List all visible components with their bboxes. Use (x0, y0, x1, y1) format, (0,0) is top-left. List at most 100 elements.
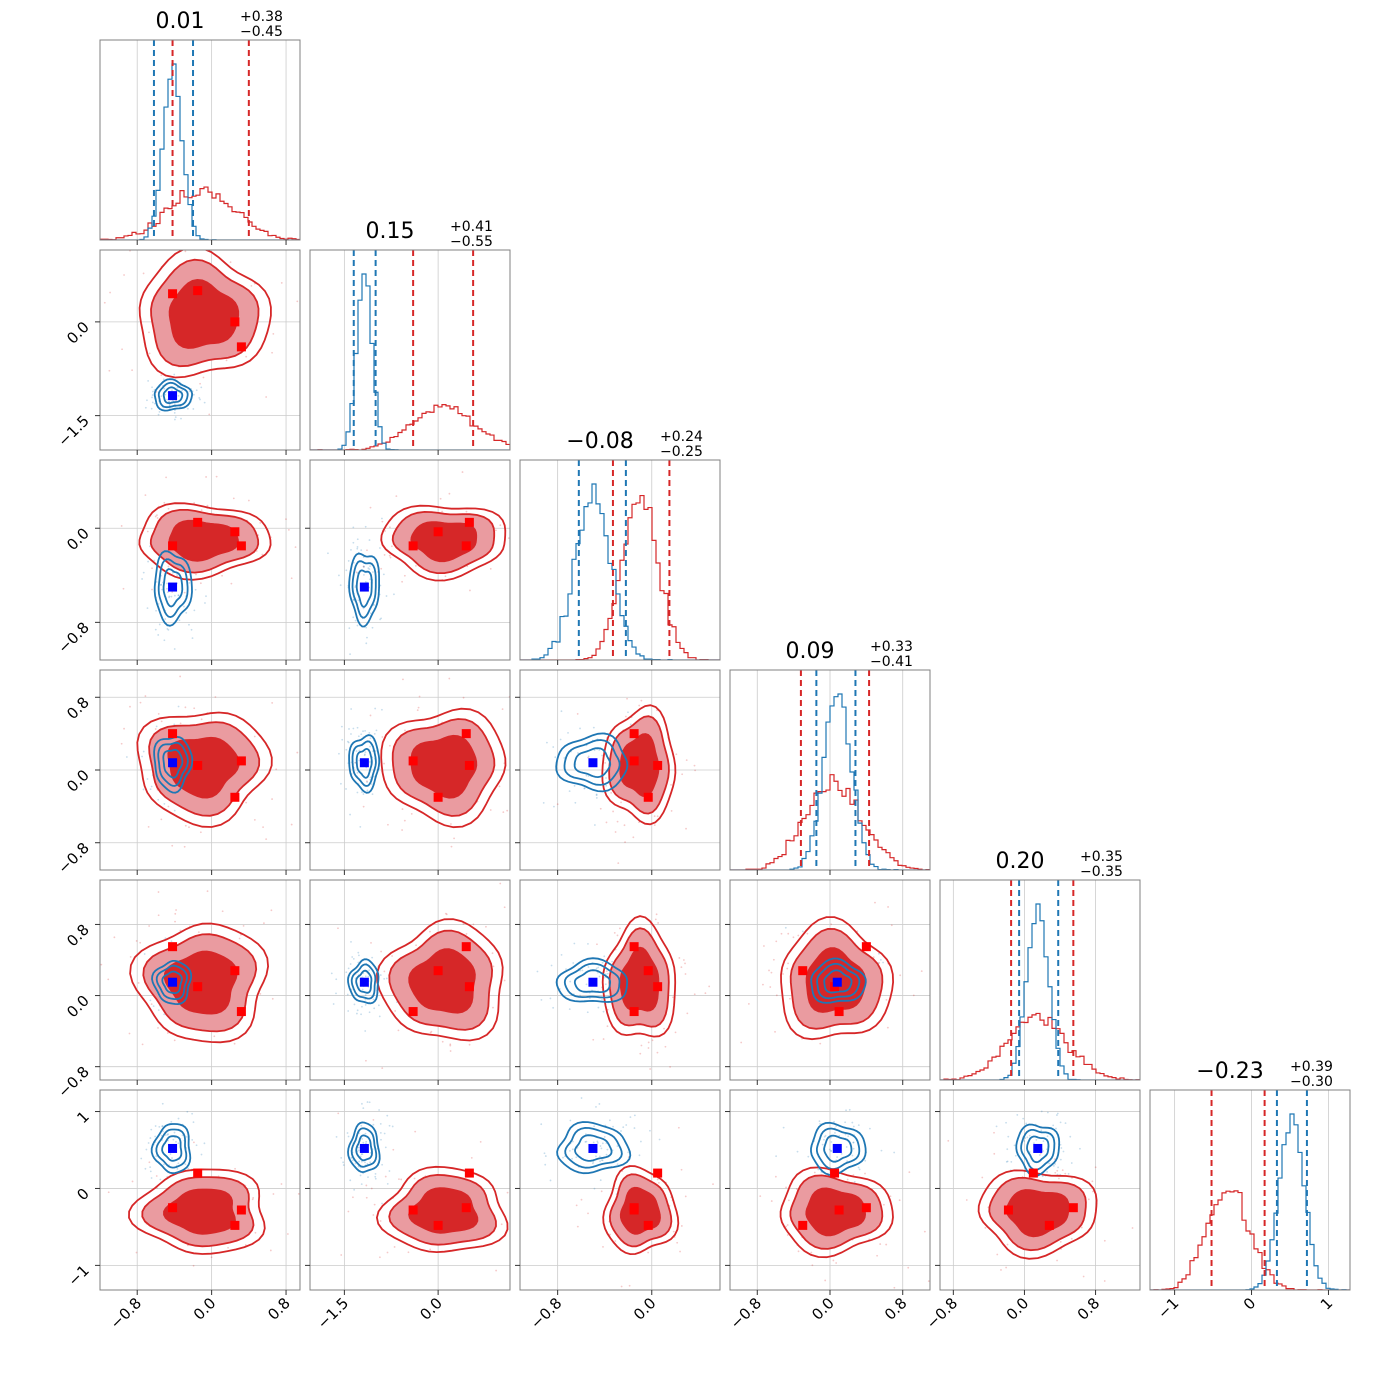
sample-point-red (832, 1259, 835, 1262)
sample-point-red (1064, 1172, 1067, 1175)
x-tick-label: 0.0 (190, 1294, 220, 1324)
sample-point-red (656, 1178, 659, 1181)
sample-point-blue (177, 1117, 180, 1120)
sample-point-blue (145, 1148, 148, 1151)
sample-point-red (450, 823, 452, 825)
sample-point-red (417, 706, 420, 709)
sample-point-red (681, 773, 684, 776)
sample-point-red (604, 762, 607, 764)
sample-point-red (575, 1204, 578, 1207)
sample-point-blue (382, 573, 385, 576)
sample-point-blue (335, 992, 337, 995)
sample-point-blue (200, 1153, 203, 1156)
sample-point-red (824, 1279, 827, 1282)
marker-red (236, 756, 246, 766)
sample-point-blue (140, 1157, 143, 1160)
panel-content (310, 670, 510, 870)
sample-point-blue (544, 1155, 547, 1157)
x-tick-label: −0.8 (923, 1294, 961, 1332)
panel-content (100, 250, 300, 450)
sample-point-blue (368, 969, 371, 972)
sample-point-red (499, 524, 502, 527)
sample-point-blue (586, 1011, 589, 1014)
sample-point-blue (180, 417, 182, 420)
sample-point-blue (356, 771, 359, 774)
sample-point-blue (391, 1125, 394, 1128)
sample-point-red (763, 945, 765, 947)
sample-point-red (263, 922, 265, 925)
sample-point-blue (195, 389, 198, 392)
sample-point-red (820, 1098, 822, 1100)
sample-point-blue (833, 1120, 835, 1123)
sample-point-red (461, 471, 464, 473)
sample-point-red (383, 554, 386, 556)
sample-point-blue (844, 1121, 847, 1124)
sample-point-red (160, 374, 163, 377)
sample-point-blue (1069, 1135, 1072, 1138)
sample-point-blue (381, 1202, 383, 1205)
sample-point-blue (166, 582, 168, 585)
sample-point-blue (1056, 1112, 1059, 1115)
sample-point-blue (592, 1141, 595, 1144)
sample-point-red (202, 376, 205, 379)
sample-point-blue (605, 777, 607, 779)
sample-point-blue (335, 978, 338, 981)
sample-point-red (372, 1118, 375, 1121)
sample-point-blue (848, 1108, 851, 1111)
sample-point-red (113, 936, 116, 939)
marker-red (834, 1205, 844, 1215)
sample-point-red (383, 970, 386, 973)
sample-point-blue (349, 1179, 352, 1182)
sample-point-blue (362, 1141, 365, 1144)
sample-point-red (197, 931, 200, 934)
sample-point-blue (616, 1145, 619, 1147)
sample-point-blue (995, 1125, 998, 1128)
sample-point-red (599, 807, 602, 810)
sample-point-blue (356, 1012, 358, 1015)
sample-point-red (503, 979, 506, 982)
panel-content (520, 1090, 720, 1290)
panel-frame (99, 879, 301, 1081)
sample-point-blue (340, 1156, 343, 1159)
sample-point-blue (1060, 1147, 1063, 1149)
marker-red (461, 729, 471, 739)
sample-point-red (401, 829, 403, 831)
sample-point-blue (187, 1167, 190, 1170)
sample-point-blue (574, 801, 577, 804)
sample-point-blue (155, 609, 157, 612)
histogram-blue (100, 63, 300, 240)
sample-point-red (380, 950, 382, 953)
marker-red (643, 1220, 653, 1230)
sample-point-red (192, 1264, 195, 1267)
sample-point-blue (191, 1112, 194, 1115)
contour-red-0 (380, 504, 507, 582)
sample-point-blue (353, 1188, 356, 1191)
y-tick-label: −0.8 (54, 618, 92, 656)
sample-point-red (602, 1245, 604, 1248)
sample-point-blue (160, 395, 163, 398)
title-value: 0.09 (786, 639, 835, 664)
contour-red-0 (779, 1166, 894, 1259)
sample-point-blue (170, 1120, 173, 1123)
sample-point-red (57, 930, 59, 932)
sample-point-red (500, 1223, 503, 1226)
sample-point-red (786, 1224, 789, 1226)
title-plus: +0.41 (450, 219, 493, 235)
sample-point-blue (600, 1147, 603, 1150)
sample-point-red (271, 798, 273, 800)
sample-point-red (468, 1043, 471, 1046)
sample-point-red (391, 955, 393, 957)
sample-point-blue (164, 393, 167, 396)
sample-point-blue (170, 940, 173, 943)
marker-red (433, 527, 443, 537)
sample-point-blue (195, 1144, 198, 1147)
sample-point-blue (1006, 1160, 1009, 1163)
sample-point-blue (612, 1125, 614, 1128)
contour-blue-1 (350, 1127, 378, 1168)
sample-point-blue (383, 1132, 386, 1135)
sample-point-blue (351, 956, 354, 958)
sample-point-red (684, 962, 686, 965)
sample-point-red (379, 1220, 382, 1222)
sample-point-red (173, 1039, 176, 1042)
sample-point-red (1006, 1243, 1009, 1246)
